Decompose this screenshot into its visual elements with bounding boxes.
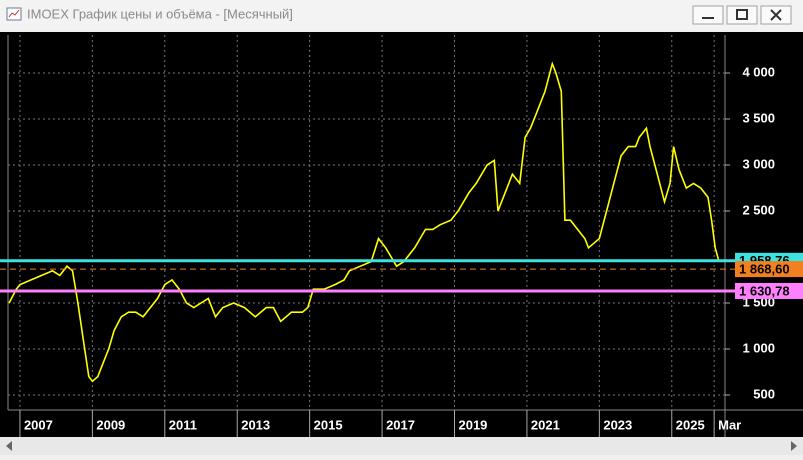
scroll-left[interactable] xyxy=(6,441,12,451)
x-tick-label: 2015 xyxy=(314,417,343,432)
x-tick-label: 2013 xyxy=(241,417,270,432)
x-tick-label: 2007 xyxy=(24,417,53,432)
scroll-right[interactable] xyxy=(791,441,797,451)
x-tick-label: 2023 xyxy=(603,417,632,432)
x-tick-label: 2017 xyxy=(386,417,415,432)
level-label-box xyxy=(735,261,803,278)
minimize-button[interactable] xyxy=(692,5,724,25)
close-icon xyxy=(770,9,782,21)
y-tick-label: 3 500 xyxy=(742,110,775,125)
scrollbar[interactable] xyxy=(0,437,803,455)
x-tick-label: Mar xyxy=(718,417,741,432)
chart-background xyxy=(0,32,803,437)
restore-icon xyxy=(736,9,748,20)
level-label-box xyxy=(735,282,803,299)
level-label: 1 868,60 xyxy=(739,262,790,277)
x-tick-label: 2025 xyxy=(676,417,705,432)
restore-button[interactable] xyxy=(726,5,758,25)
y-tick-label: 2 500 xyxy=(742,202,775,217)
window-icon-line xyxy=(8,9,20,18)
level-label: 1 630,78 xyxy=(739,283,790,298)
window-title: IMOEX График цены и объёма - [Месячный] xyxy=(27,6,293,21)
y-tick-label: 1 000 xyxy=(742,340,775,355)
title-bar xyxy=(0,0,803,30)
x-tick-label: 2011 xyxy=(169,417,197,432)
x-tick-label: 2019 xyxy=(458,417,487,432)
window-buttons[interactable] xyxy=(692,5,792,25)
price-line xyxy=(8,61,720,383)
y-tick-label: 500 xyxy=(753,386,775,401)
x-tick-label: 2021 xyxy=(531,417,560,432)
y-tick-label: 4 000 xyxy=(742,64,775,79)
x-tick-label: 2009 xyxy=(96,417,125,432)
y-tick-label: 3 000 xyxy=(742,156,775,171)
